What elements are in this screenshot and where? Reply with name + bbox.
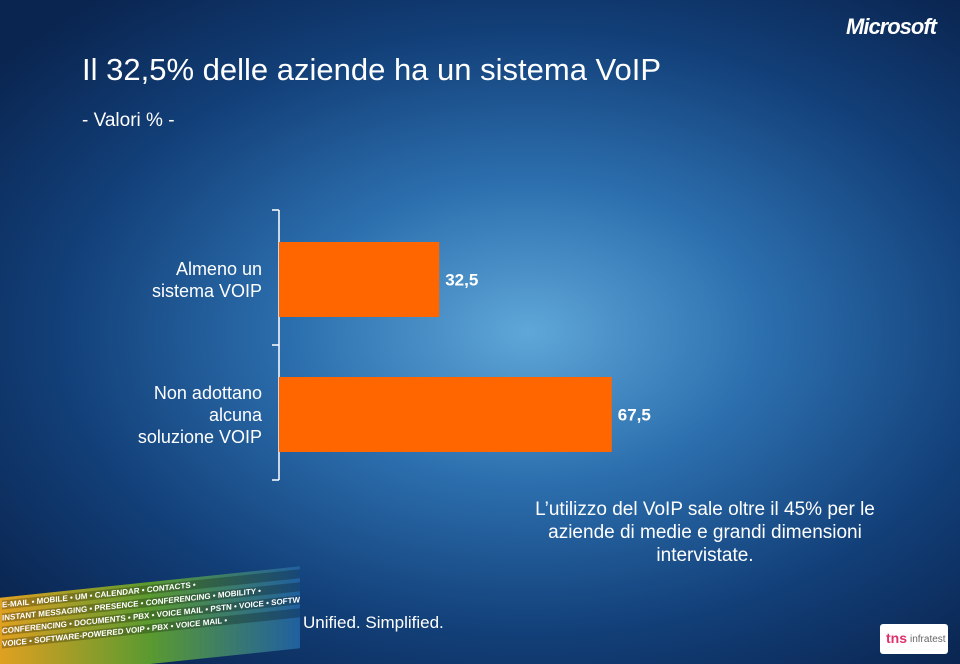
chart-title: Il 32,5% delle aziende ha un sistema VoI…: [82, 52, 662, 87]
annotation: L’utilizzo del VoIP sale oltre il 45% pe…: [535, 499, 875, 566]
value-label: 67,5: [618, 406, 651, 425]
bar: [279, 377, 612, 452]
bar: [279, 242, 440, 317]
partner-logo: tns: [886, 630, 907, 646]
value-label: 32,5: [445, 271, 478, 290]
category-label: Almeno un sistema VOIP: [151, 258, 262, 301]
chart-subtitle: - Valori % -: [82, 110, 175, 131]
partner-name: infratest: [910, 634, 946, 645]
logo: Microsoft: [846, 14, 937, 39]
category-label: Non adottano alcuna soluzione VOIP: [137, 382, 262, 447]
partner-logo-box: tns infratest: [880, 624, 948, 654]
tagline: Unified. Simplified.: [303, 613, 444, 632]
